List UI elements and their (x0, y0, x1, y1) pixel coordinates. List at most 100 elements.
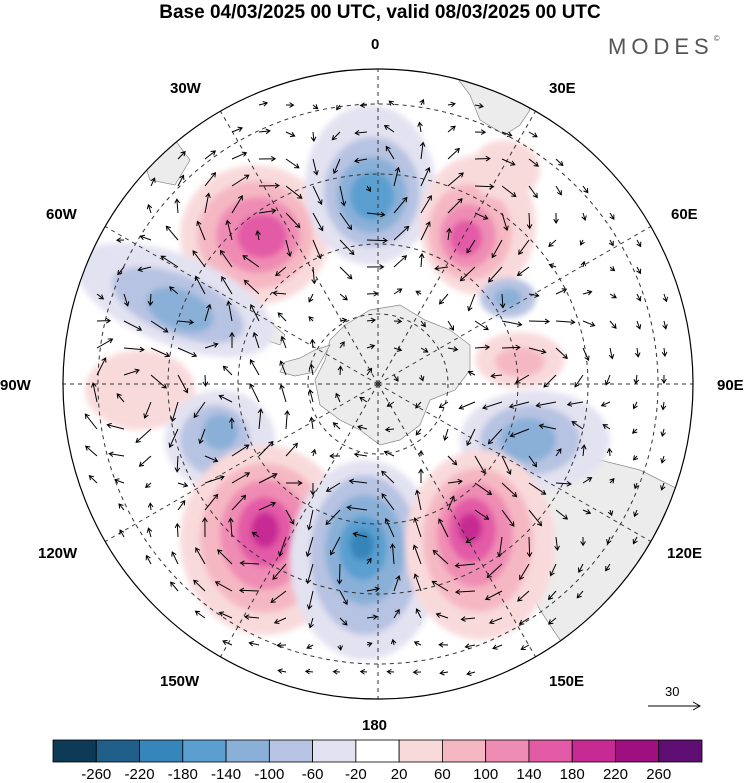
colorbar-swatch (485, 739, 530, 763)
wind-arrow (160, 255, 179, 268)
wind-arrow (528, 185, 538, 199)
wind-arrow (606, 536, 612, 545)
colorbar-label: 180 (559, 766, 585, 783)
wind-arrow (270, 590, 287, 603)
wind-arrow (517, 590, 530, 602)
wind-arrow (192, 250, 206, 268)
wind-arrow (193, 401, 206, 419)
colorbar-swatch (95, 739, 140, 763)
wind-arrow (418, 252, 425, 268)
wind-arrow (579, 239, 585, 246)
wind-arrow (492, 644, 503, 650)
anomaly-pos-30e-core (450, 220, 482, 256)
wind-arrow (366, 264, 385, 270)
wind-arrow (413, 641, 422, 647)
wind-arrow (580, 444, 587, 457)
wind-arrow (194, 610, 206, 619)
wind-arrow (308, 388, 314, 403)
wind-arrow (339, 341, 345, 349)
wind-arrow (168, 428, 179, 449)
wind-arrow (420, 195, 432, 214)
wind-arrow (662, 320, 668, 330)
wind-arrow (413, 573, 422, 592)
wind-arrow (339, 239, 355, 256)
wind-arrow (204, 455, 219, 463)
wind-arrow (419, 141, 426, 160)
wind-arrow (474, 509, 490, 520)
wind-arrow (609, 293, 617, 299)
wind-arrow (147, 293, 154, 307)
wind-arrow (231, 126, 244, 133)
wind-arrow (258, 128, 271, 135)
wind-arrow (538, 423, 557, 430)
wind-arrow (632, 536, 638, 545)
wind-arrow (393, 288, 403, 295)
wind-arrow (474, 212, 489, 220)
wind-arrow (474, 320, 489, 331)
wind-arrow (145, 554, 152, 565)
wind-arrow (660, 428, 666, 437)
colorbar-swatch (658, 739, 703, 763)
wind-arrow (604, 374, 611, 386)
wind-arrow (474, 155, 491, 162)
wind-arrow (393, 575, 401, 592)
wind-arrow (339, 266, 353, 280)
wind-arrow (447, 478, 463, 485)
wind-arrow (366, 641, 373, 648)
wind-arrow (336, 563, 343, 585)
colorbar-label: -20 (345, 766, 367, 783)
wind-arrow (548, 239, 557, 247)
wind-arrow (516, 266, 530, 277)
wind-arrow (273, 617, 287, 625)
wind-arrow (150, 177, 156, 187)
wind-arrow (526, 536, 533, 558)
wind-arrow (228, 517, 234, 538)
wind-arrow (501, 131, 513, 137)
wind-arrow (660, 401, 667, 411)
wind-arrow (311, 266, 317, 285)
wind-arrow (491, 239, 503, 259)
anomaly-pos-30e-north (470, 140, 540, 200)
wind-arrow (388, 100, 395, 106)
wind-arrow (353, 451, 368, 458)
wind-arrow (547, 590, 557, 601)
wind-arrow (393, 225, 410, 241)
wind-arrow (384, 517, 395, 538)
lon-label-120e: 120E (667, 545, 703, 562)
wind-arrow (248, 640, 260, 647)
anomaly-neg-0-core (350, 172, 394, 220)
colorbar-swatch (571, 739, 616, 763)
wind-arrow (501, 185, 517, 198)
lon-label-60e: 60E (671, 206, 698, 223)
wind-arrow (439, 669, 449, 676)
wind-arrow (384, 426, 395, 433)
wind-arrow (123, 368, 140, 376)
wind-arrow (305, 563, 314, 585)
wind-arrow (204, 150, 217, 160)
colorbar-swatch (268, 739, 314, 763)
wind-arrow (549, 563, 557, 577)
wind-arrow (608, 347, 615, 360)
wind-arrow (434, 265, 449, 272)
wind-arrow (305, 536, 314, 558)
wind-arrow (636, 266, 642, 275)
wind-arrow (310, 131, 317, 143)
wind-arrow (609, 478, 615, 484)
wind-arrow (304, 668, 314, 675)
wind-arrow (555, 480, 572, 487)
brand-logo: MODES© (608, 34, 720, 60)
wind-arrow (88, 475, 98, 484)
wind-arrow (661, 347, 668, 358)
colorbar-label: -180 (167, 766, 198, 783)
wind-arrow (582, 289, 593, 296)
wind-arrow (96, 317, 112, 324)
wind-arrow (258, 473, 278, 484)
wind-arrow (555, 347, 568, 360)
wind-arrow (555, 448, 562, 457)
wind-arrow (467, 293, 476, 312)
wind-arrow (204, 342, 219, 349)
wind-arrow (231, 151, 248, 160)
wind-arrow (170, 401, 179, 423)
wind-arrow (543, 374, 557, 388)
wind-arrow (548, 263, 557, 269)
